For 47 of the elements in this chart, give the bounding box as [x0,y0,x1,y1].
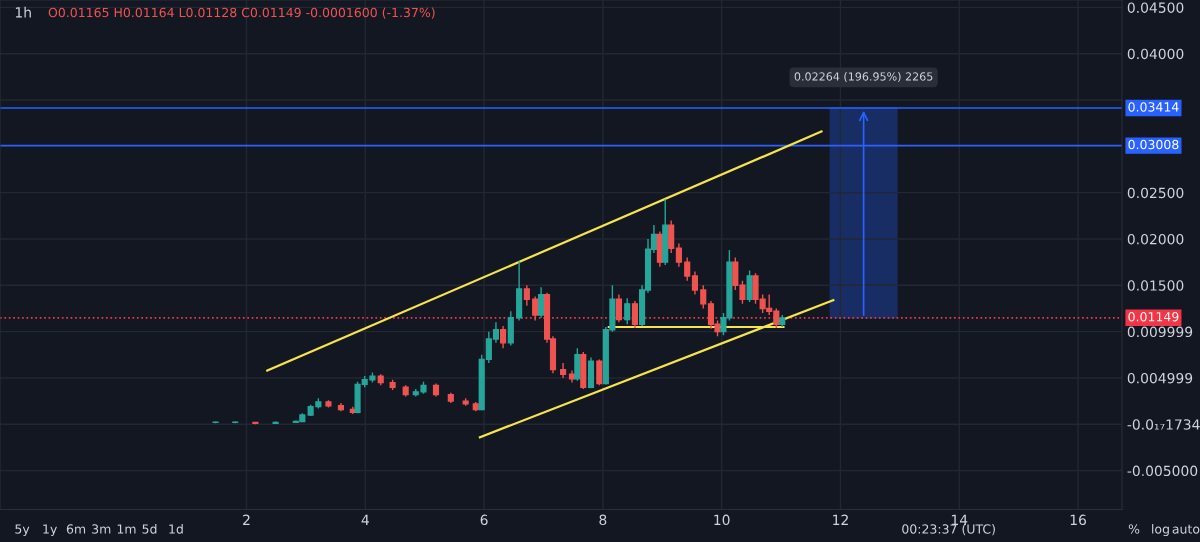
candlestick [675,242,682,268]
candlestick [631,300,639,329]
candlestick [624,297,631,325]
y-tick-label: 0.04000 [1127,48,1184,60]
text: auto [1172,524,1200,534]
candlestick [684,256,691,282]
candlestick [532,295,539,322]
x-tick-label: 4 [361,514,369,525]
candlestick [700,284,707,310]
x-tick-label: 16 [1070,514,1087,526]
text: 5y [15,524,30,537]
text: 6m [66,524,86,534]
text: 00:23:37 (UTC) [902,524,995,536]
x-tick-label: 8 [599,514,607,526]
text: % [1128,524,1140,534]
y-tick-label: 0.04500 [1127,2,1184,13]
y-tick-label: 0.02000 [1127,233,1184,245]
ref-line-label: 0.01149 [1128,311,1179,322]
x-tick-label: 14 [951,514,968,525]
x-tick-label: 10 [714,514,730,526]
ref-line-label: 0.03414 [1128,102,1179,112]
candlestick [523,284,530,307]
y-tick-label: 0.009999 [1127,326,1193,338]
candlestick [500,325,507,349]
candlestick [668,219,675,254]
y-tick-label: 0.01500 [1127,280,1184,291]
y-tick-label: -0.0₁₇1734 [1127,419,1200,430]
text: 1m [117,524,136,534]
y-tick-label: 0.004999 [1127,372,1193,384]
text: 1y [43,524,57,537]
text: O0.01165 H0.01164 L0.01128 C0.01149 -0.0001600 (-1.37%) [48,7,435,19]
x-tick-label: 2 [243,514,250,525]
chart-title: 1h [15,6,31,18]
candlestick [691,270,699,296]
y-tick-label: -0.005000 [1127,465,1198,477]
candlestick [615,293,622,324]
ref-line-label: 0.03008 [1128,139,1179,150]
x-tick-label: 6 [480,514,488,526]
candlestick [538,286,545,319]
x-tick-label: 12 [833,514,848,525]
candlestick [596,358,603,387]
annotation: 0.02264 (196.95%) 2265 [794,72,933,82]
text: log [1152,524,1169,537]
text: 1d [169,524,183,534]
text: 3m [92,524,111,534]
y-tick-label: 0.02500 [1127,187,1184,199]
text: 5d [142,524,157,534]
